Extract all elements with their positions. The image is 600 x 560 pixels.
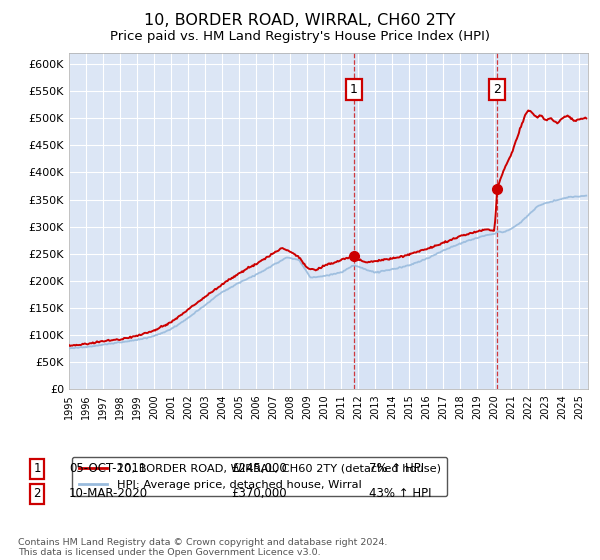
Text: Contains HM Land Registry data © Crown copyright and database right 2024.
This d: Contains HM Land Registry data © Crown c… [18, 538, 388, 557]
Text: 10-MAR-2020: 10-MAR-2020 [69, 487, 148, 501]
Text: £370,000: £370,000 [231, 487, 287, 501]
Text: 7% ↑ HPI: 7% ↑ HPI [369, 462, 424, 475]
Text: 2: 2 [493, 83, 501, 96]
Text: 05-OCT-2011: 05-OCT-2011 [69, 462, 146, 475]
Text: Price paid vs. HM Land Registry's House Price Index (HPI): Price paid vs. HM Land Registry's House … [110, 30, 490, 43]
Bar [354, 53, 497, 389]
Text: £245,000: £245,000 [231, 462, 287, 475]
Text: 1: 1 [34, 462, 41, 475]
Text: 10, BORDER ROAD, WIRRAL, CH60 2TY: 10, BORDER ROAD, WIRRAL, CH60 2TY [144, 13, 456, 28]
Legend: 10, BORDER ROAD, WIRRAL, CH60 2TY (detached house), HPI: Average price, detached: 10, BORDER ROAD, WIRRAL, CH60 2TY (detac… [72, 457, 448, 496]
Text: 43% ↑ HPI: 43% ↑ HPI [369, 487, 431, 501]
Text: 2: 2 [34, 487, 41, 501]
Text: 1: 1 [350, 83, 358, 96]
